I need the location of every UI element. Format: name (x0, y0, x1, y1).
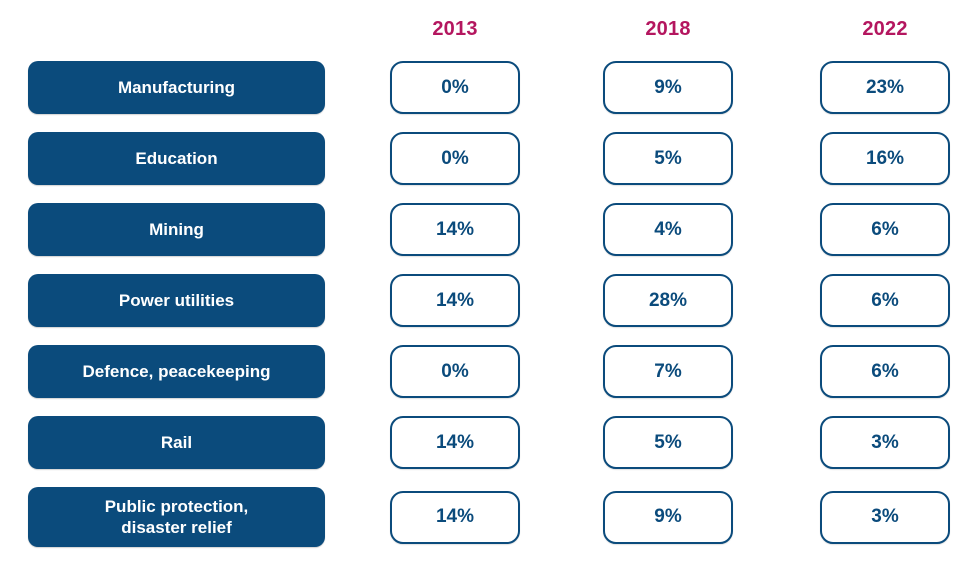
table-rows: Manufacturing 0% 9% 23% Education 0% 5% 16% Mini… (28, 61, 979, 547)
table-row: Rail 14% 5% 3% (28, 416, 979, 469)
value-box: 28% (603, 274, 733, 327)
value-box: 9% (603, 61, 733, 114)
sector-pill: Manufacturing (28, 61, 325, 114)
year-label: 2022 (862, 17, 908, 40)
value-box: 5% (603, 132, 733, 185)
value-box: 3% (820, 490, 950, 544)
table-row: Power utilities 14% 28% 6% (28, 274, 979, 327)
year-label: 2013 (432, 17, 478, 40)
value-box: 7% (603, 345, 733, 398)
sector-pill: Mining (28, 203, 325, 256)
value-box: 14% (390, 490, 520, 544)
value-box: 4% (603, 203, 733, 256)
year-header-row: 2013 2018 2022 (28, 14, 979, 44)
year-label: 2018 (645, 17, 691, 40)
sector-pill: Public protection, disaster relief (28, 487, 325, 547)
value-box: 9% (603, 490, 733, 544)
value-box: 14% (390, 416, 520, 469)
sector-pill: Education (28, 132, 325, 185)
value-box: 6% (820, 203, 950, 256)
value-box: 14% (390, 203, 520, 256)
value-box: 5% (603, 416, 733, 469)
sector-pill: Power utilities (28, 274, 325, 327)
value-box: 23% (820, 61, 950, 114)
value-box: 0% (390, 345, 520, 398)
sector-pill: Defence, peacekeeping (28, 345, 325, 398)
table-row: Mining 14% 4% 6% (28, 203, 979, 256)
value-box: 14% (390, 274, 520, 327)
table-row: Public protection, disaster relief 14% 9% 3… (28, 487, 979, 547)
value-box: 0% (390, 61, 520, 114)
value-box: 3% (820, 416, 950, 469)
value-box: 6% (820, 274, 950, 327)
table-row: Manufacturing 0% 9% 23% (28, 61, 979, 114)
table-row: Defence, peacekeeping 0% 7% 6% (28, 345, 979, 398)
value-box: 16% (820, 132, 950, 185)
value-box: 6% (820, 345, 950, 398)
table-row: Education 0% 5% 16% (28, 132, 979, 185)
sector-pill: Rail (28, 416, 325, 469)
value-box: 0% (390, 132, 520, 185)
